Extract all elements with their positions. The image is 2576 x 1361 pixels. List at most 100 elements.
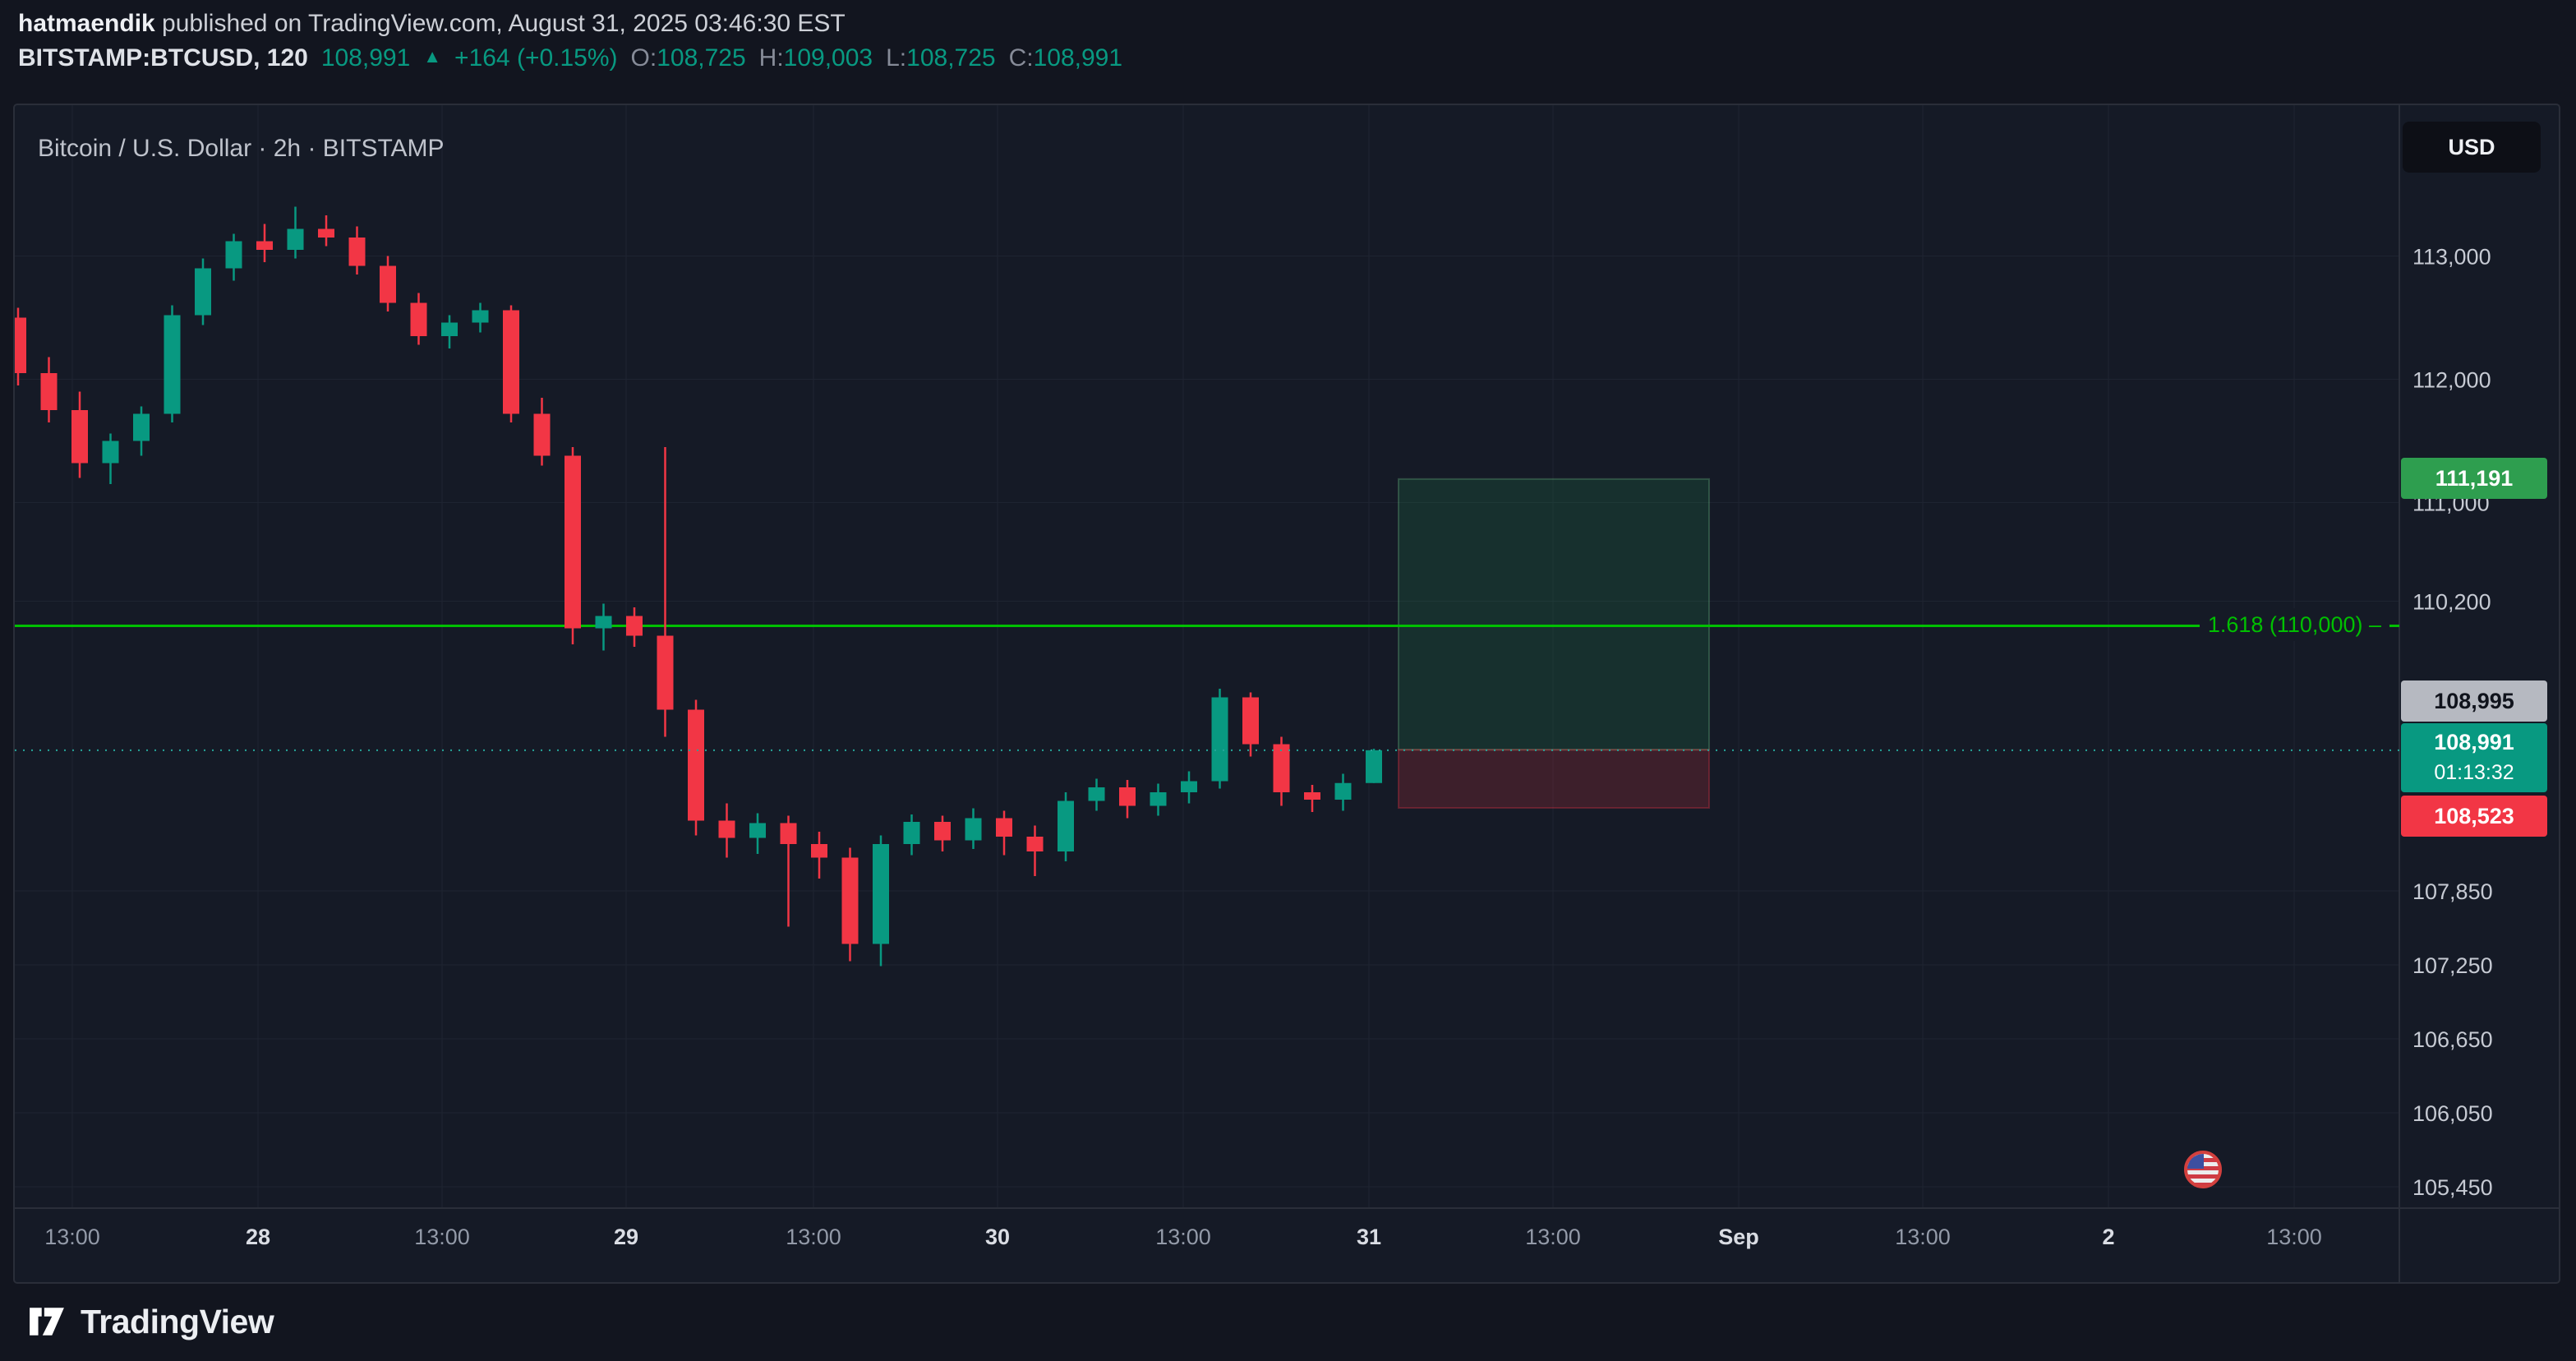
candle-body bbox=[1334, 782, 1352, 800]
candle-body bbox=[1181, 781, 1197, 792]
candle-body bbox=[565, 455, 581, 629]
x-axis-label[interactable]: 13:00 bbox=[414, 1225, 470, 1249]
chart-panel: 113,000 112,000 111,000 110,200 107,850 107,2… bbox=[15, 105, 2559, 1282]
open-quote: O: 108,725 bbox=[631, 44, 746, 72]
x-axis-label[interactable]: 13:00 bbox=[2266, 1225, 2322, 1249]
candle-body bbox=[1304, 792, 1320, 800]
close-value: 108,991 bbox=[1033, 44, 1123, 72]
close-label: C: bbox=[1008, 44, 1034, 72]
candle-body bbox=[133, 413, 150, 441]
candle-body bbox=[718, 820, 735, 838]
candle-body bbox=[287, 228, 304, 250]
symbol-interval-label: BITSTAMP:BTCUSD, 120 bbox=[18, 44, 308, 72]
target-price-badge: 111,191 bbox=[2401, 458, 2547, 499]
x-axis-label[interactable]: 2 bbox=[2102, 1225, 2114, 1249]
candle-body bbox=[1026, 837, 1044, 851]
candle-body bbox=[410, 302, 427, 336]
x-axis-label[interactable]: 13:00 bbox=[44, 1225, 100, 1249]
high-label: H: bbox=[758, 44, 784, 72]
candle-body bbox=[996, 818, 1012, 837]
quote-line: BITSTAMP:BTCUSD, 120 108,991 ▲ +164 (+0.… bbox=[18, 44, 1122, 72]
candle-body bbox=[873, 844, 889, 944]
snapshot-header: hatmaendik published on TradingView.com,… bbox=[18, 7, 1122, 72]
long-position-stop-zone[interactable] bbox=[1398, 749, 1710, 810]
last-price-badge: 108,991 01:13:32 bbox=[2401, 723, 2547, 792]
x-axis-label[interactable]: 30 bbox=[985, 1225, 1010, 1249]
candle-body bbox=[40, 373, 58, 410]
currency-usd-button[interactable]: USD bbox=[2403, 122, 2541, 173]
candle-body bbox=[318, 228, 334, 238]
y-axis-label[interactable]: 112,000 bbox=[2412, 368, 2491, 393]
candle-body bbox=[841, 857, 859, 944]
candle-body bbox=[472, 310, 489, 323]
published-line: hatmaendik published on TradingView.com,… bbox=[18, 7, 1122, 41]
y-axis-label[interactable]: 106,050 bbox=[2412, 1101, 2493, 1126]
published-text: published on TradingView.com, August 31,… bbox=[154, 10, 846, 37]
candle-body bbox=[934, 822, 951, 841]
candle-body bbox=[1242, 697, 1259, 745]
candle-body bbox=[1088, 787, 1105, 801]
stop-price-badge: 108,523 bbox=[2401, 796, 2547, 837]
y-axis-label[interactable]: 113,000 bbox=[2412, 245, 2491, 270]
candle-body bbox=[1211, 697, 1228, 782]
x-axis-label[interactable]: 13:00 bbox=[1155, 1225, 1211, 1249]
candle-body bbox=[256, 241, 273, 250]
last-price-value: 108,991 bbox=[320, 44, 411, 72]
x-axis-label[interactable]: 13:00 bbox=[786, 1225, 841, 1249]
open-value: 108,725 bbox=[657, 44, 746, 72]
candle-body bbox=[225, 241, 242, 269]
candle-body bbox=[71, 410, 88, 464]
candle-body bbox=[657, 635, 674, 710]
high-value: 109,003 bbox=[783, 44, 873, 72]
chart-title: Bitcoin / U.S. Dollar · 2h · BITSTAMP bbox=[38, 135, 445, 162]
x-axis-label[interactable]: 13:00 bbox=[1525, 1225, 1581, 1249]
candle-body bbox=[688, 709, 704, 821]
candle-body bbox=[595, 616, 612, 629]
flag-canton bbox=[2187, 1154, 2204, 1169]
tradingview-logo-icon[interactable] bbox=[28, 1305, 66, 1338]
y-axis-label[interactable]: 106,650 bbox=[2412, 1027, 2493, 1052]
long-position-profit-zone[interactable] bbox=[1398, 478, 1710, 751]
footer-bar: TradingView bbox=[0, 1282, 2576, 1361]
candle-body bbox=[533, 413, 551, 456]
candle-body bbox=[1058, 800, 1074, 851]
y-axis-label[interactable]: 107,250 bbox=[2412, 953, 2493, 978]
candle-body bbox=[780, 823, 797, 844]
price-change-value: +164 (+0.15%) bbox=[454, 44, 618, 72]
tradingview-logo-text[interactable]: TradingView bbox=[81, 1302, 274, 1340]
price-chart-canvas[interactable]: 113,000112,000111,000110,200107,850107,2… bbox=[15, 105, 2559, 1282]
candle-body bbox=[348, 238, 366, 266]
low-value: 108,725 bbox=[906, 44, 996, 72]
candle-body bbox=[965, 818, 982, 841]
candle-body bbox=[195, 268, 211, 316]
x-axis-label[interactable]: 28 bbox=[246, 1225, 270, 1249]
candle-body bbox=[1366, 750, 1382, 783]
x-axis-label[interactable]: 29 bbox=[614, 1225, 638, 1249]
y-axis-label[interactable]: 107,850 bbox=[2412, 879, 2493, 904]
x-axis-label[interactable]: 13:00 bbox=[1895, 1225, 1951, 1249]
author-name: hatmaendik bbox=[18, 10, 155, 37]
low-quote: L: 108,725 bbox=[886, 44, 995, 72]
x-axis-label[interactable]: Sep bbox=[1718, 1225, 1759, 1249]
entry-price-badge: 108,995 bbox=[2401, 680, 2547, 722]
candle-body bbox=[811, 844, 827, 858]
low-label: L: bbox=[886, 44, 907, 72]
up-arrow-icon: ▲ bbox=[423, 46, 442, 67]
high-quote: H: 109,003 bbox=[759, 44, 873, 72]
y-axis-label[interactable]: 105,450 bbox=[2412, 1175, 2493, 1200]
candle-body bbox=[1150, 792, 1167, 806]
x-axis-label[interactable]: 31 bbox=[1357, 1225, 1381, 1249]
close-quote: C: 108,991 bbox=[1009, 44, 1122, 72]
candle-body bbox=[503, 310, 519, 414]
y-axis-label[interactable]: 110,200 bbox=[2412, 590, 2491, 615]
candle-body bbox=[1119, 787, 1136, 806]
bar-countdown: 01:13:32 bbox=[2434, 761, 2514, 784]
candle-body bbox=[102, 441, 119, 464]
us-flag-event-icon[interactable] bbox=[2184, 1151, 2222, 1188]
candle-body bbox=[749, 823, 766, 838]
candle-body bbox=[626, 616, 643, 636]
candle-body bbox=[1273, 744, 1290, 792]
candle-body bbox=[441, 322, 458, 336]
fib-level-label[interactable]: 1.618 (110,000) – bbox=[2199, 608, 2389, 641]
